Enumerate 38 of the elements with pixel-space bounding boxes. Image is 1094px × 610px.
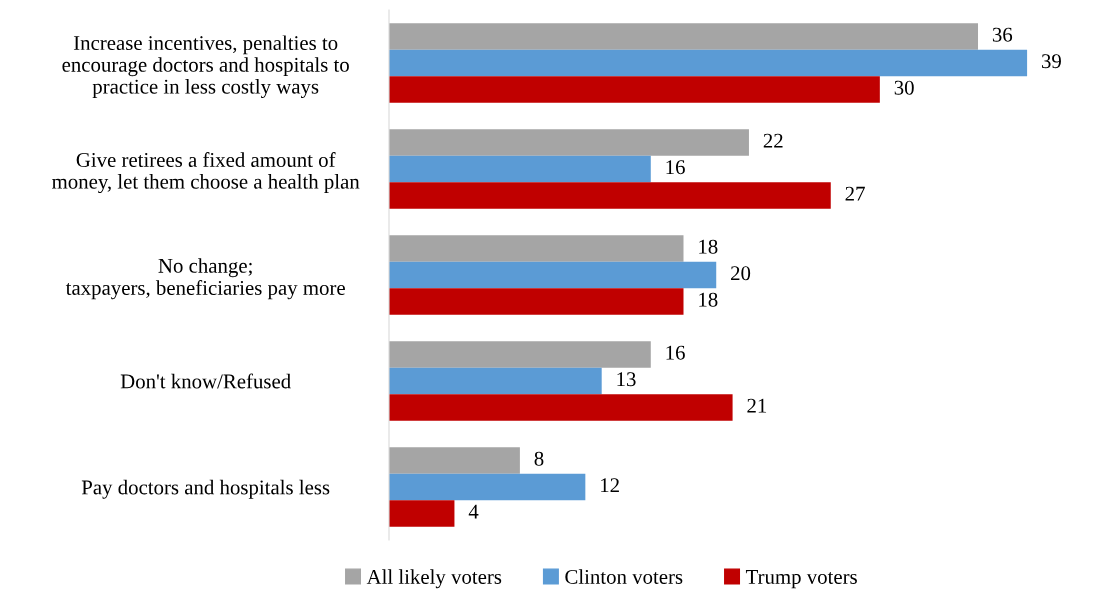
bar bbox=[389, 235, 684, 262]
data-label: 12 bbox=[601, 478, 619, 493]
legend-label: Trump voters bbox=[745, 570, 857, 589]
legend-label: Clinton voters bbox=[565, 569, 683, 584]
y-tick-label: Increase incentives, penalties to encourage doctors and hospitals to practice in less costly ways bbox=[62, 35, 349, 98]
data-label: 18 bbox=[699, 239, 718, 254]
data-label: 13 bbox=[617, 372, 636, 387]
legend-label: All likely voters bbox=[366, 569, 502, 589]
bar bbox=[389, 129, 749, 156]
y-tick-label: Pay doctors and hospitals less bbox=[81, 479, 330, 499]
bar bbox=[389, 473, 586, 501]
data-label: 8 bbox=[534, 451, 544, 466]
bar bbox=[389, 394, 733, 421]
bar bbox=[389, 367, 602, 395]
data-label: 16 bbox=[666, 345, 685, 360]
data-label: 4 bbox=[468, 504, 479, 519]
bar bbox=[389, 23, 979, 50]
bar bbox=[389, 447, 520, 474]
bar bbox=[389, 76, 880, 103]
data-label: 18 bbox=[699, 292, 718, 307]
bar bbox=[389, 49, 1028, 77]
data-label: 39 bbox=[1041, 54, 1061, 69]
bar bbox=[389, 155, 651, 183]
data-label: 27 bbox=[845, 186, 865, 201]
bar bbox=[389, 500, 455, 527]
y-tick-label: No change; taxpayers, beneficiaries pay more bbox=[65, 258, 345, 300]
bar bbox=[389, 182, 831, 209]
data-label: 20 bbox=[731, 266, 751, 281]
data-label: 22 bbox=[763, 133, 783, 148]
y-tick-label: Don't know/Refused bbox=[120, 373, 291, 389]
bar bbox=[389, 341, 651, 368]
data-label: 30 bbox=[894, 80, 914, 95]
data-label: 21 bbox=[747, 398, 767, 413]
y-tick-label: Give retirees a fixed amount of money, let them choose a health plan bbox=[52, 152, 360, 194]
bar bbox=[389, 261, 717, 289]
data-label: 16 bbox=[666, 160, 685, 175]
data-label: 36 bbox=[992, 27, 1013, 42]
bar bbox=[389, 288, 684, 315]
